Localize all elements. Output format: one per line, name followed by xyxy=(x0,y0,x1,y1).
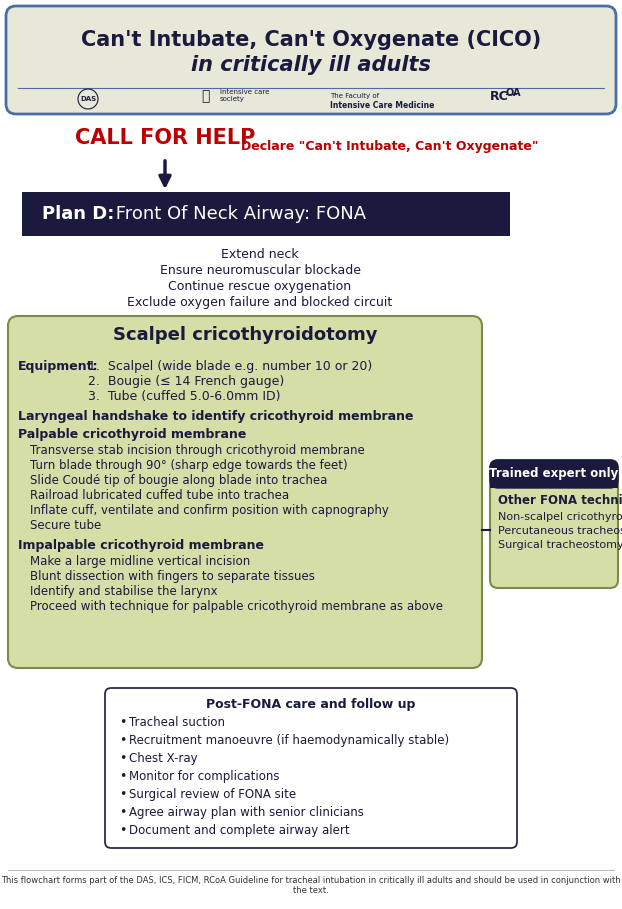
Text: This flowchart forms part of the DAS, ICS, FICM, RCoA Guideline for tracheal int: This flowchart forms part of the DAS, IC… xyxy=(1,876,621,895)
Text: Laryngeal handshake to identify cricothyroid membrane: Laryngeal handshake to identify cricothy… xyxy=(18,410,414,423)
Text: Declare "Can't Intubate, Can't Oxygenate": Declare "Can't Intubate, Can't Oxygenate… xyxy=(241,140,539,153)
Text: Equipment:: Equipment: xyxy=(18,360,98,373)
Text: Intensive Care Medicine: Intensive Care Medicine xyxy=(330,101,434,110)
Bar xyxy=(490,474,618,488)
Text: OA: OA xyxy=(506,88,521,98)
Text: Plan D:: Plan D: xyxy=(42,205,114,223)
Text: Post-FONA care and follow up: Post-FONA care and follow up xyxy=(207,698,415,711)
Text: Surgical review of FONA site: Surgical review of FONA site xyxy=(129,788,296,801)
Text: Tracheal suction: Tracheal suction xyxy=(129,716,225,729)
Text: Turn blade through 90° (sharp edge towards the feet): Turn blade through 90° (sharp edge towar… xyxy=(30,459,348,472)
Text: RC: RC xyxy=(490,89,509,103)
Text: Secure tube: Secure tube xyxy=(30,519,101,532)
Text: •: • xyxy=(119,806,126,819)
Text: Trained expert only: Trained expert only xyxy=(490,467,619,481)
Text: 2.  Bougie (≤ 14 French gauge): 2. Bougie (≤ 14 French gauge) xyxy=(88,375,284,388)
Text: Ensure neuromuscular blockade: Ensure neuromuscular blockade xyxy=(159,264,361,277)
Text: Non-scalpel cricothyroidotomy: Non-scalpel cricothyroidotomy xyxy=(498,512,622,522)
Text: •: • xyxy=(119,734,126,747)
Text: DAS: DAS xyxy=(80,96,96,102)
Text: in critically ill adults: in critically ill adults xyxy=(191,55,431,75)
Text: •: • xyxy=(119,824,126,837)
FancyBboxPatch shape xyxy=(105,688,517,848)
Text: Slide Coudé tip of bougie along blade into trachea: Slide Coudé tip of bougie along blade in… xyxy=(30,474,327,487)
Text: Chest X-ray: Chest X-ray xyxy=(129,752,198,765)
Text: Blunt dissection with fingers to separate tissues: Blunt dissection with fingers to separat… xyxy=(30,570,315,583)
Text: Surgical tracheostomy: Surgical tracheostomy xyxy=(498,540,622,550)
Text: •: • xyxy=(119,716,126,729)
Bar xyxy=(22,192,510,236)
Text: intensive care
society: intensive care society xyxy=(220,89,269,103)
Text: Palpable cricothyroid membrane: Palpable cricothyroid membrane xyxy=(18,428,246,441)
Text: Continue rescue oxygenation: Continue rescue oxygenation xyxy=(169,280,351,293)
Text: 3.  Tube (cuffed 5.0-6.0mm ID): 3. Tube (cuffed 5.0-6.0mm ID) xyxy=(88,390,281,403)
Text: Document and complete airway alert: Document and complete airway alert xyxy=(129,824,350,837)
Text: The Faculty of: The Faculty of xyxy=(330,93,379,99)
Text: Agree airway plan with senior clinicians: Agree airway plan with senior clinicians xyxy=(129,806,364,819)
Text: Ⓒ: Ⓒ xyxy=(201,89,209,103)
Text: •: • xyxy=(119,770,126,783)
Text: Other FONA techniques: Other FONA techniques xyxy=(498,494,622,507)
Text: Impalpable cricothyroid membrane: Impalpable cricothyroid membrane xyxy=(18,539,264,552)
Text: Inflate cuff, ventilate and confirm position with capnography: Inflate cuff, ventilate and confirm posi… xyxy=(30,504,389,517)
Text: Front Of Neck Airway: FONA: Front Of Neck Airway: FONA xyxy=(110,205,366,223)
FancyBboxPatch shape xyxy=(490,460,618,588)
Text: Percutaneous tracheostomy: Percutaneous tracheostomy xyxy=(498,526,622,536)
Text: Scalpel cricothyroidotomy: Scalpel cricothyroidotomy xyxy=(113,326,378,344)
Text: Exclude oxygen failure and blocked circuit: Exclude oxygen failure and blocked circu… xyxy=(128,296,392,309)
Text: Proceed with technique for palpable cricothyroid membrane as above: Proceed with technique for palpable cric… xyxy=(30,600,443,613)
Text: •: • xyxy=(119,788,126,801)
Text: Monitor for complications: Monitor for complications xyxy=(129,770,279,783)
FancyBboxPatch shape xyxy=(6,6,616,114)
FancyBboxPatch shape xyxy=(490,460,618,488)
Text: Identify and stabilise the larynx: Identify and stabilise the larynx xyxy=(30,585,218,598)
Text: Extend neck: Extend neck xyxy=(221,248,299,261)
Text: Recruitment manoeuvre (if haemodynamically stable): Recruitment manoeuvre (if haemodynamical… xyxy=(129,734,449,747)
Text: Transverse stab incision through cricothyroid membrane: Transverse stab incision through cricoth… xyxy=(30,444,364,457)
FancyBboxPatch shape xyxy=(8,316,482,668)
Text: 1.  Scalpel (wide blade e.g. number 10 or 20): 1. Scalpel (wide blade e.g. number 10 or… xyxy=(88,360,372,373)
Text: Can't Intubate, Can't Oxygenate (CICO): Can't Intubate, Can't Oxygenate (CICO) xyxy=(81,30,541,50)
Text: Make a large midline vertical incision: Make a large midline vertical incision xyxy=(30,555,250,568)
Text: •: • xyxy=(119,752,126,765)
Text: Railroad lubricated cuffed tube into trachea: Railroad lubricated cuffed tube into tra… xyxy=(30,489,289,502)
Text: CALL FOR HELP: CALL FOR HELP xyxy=(75,128,255,148)
